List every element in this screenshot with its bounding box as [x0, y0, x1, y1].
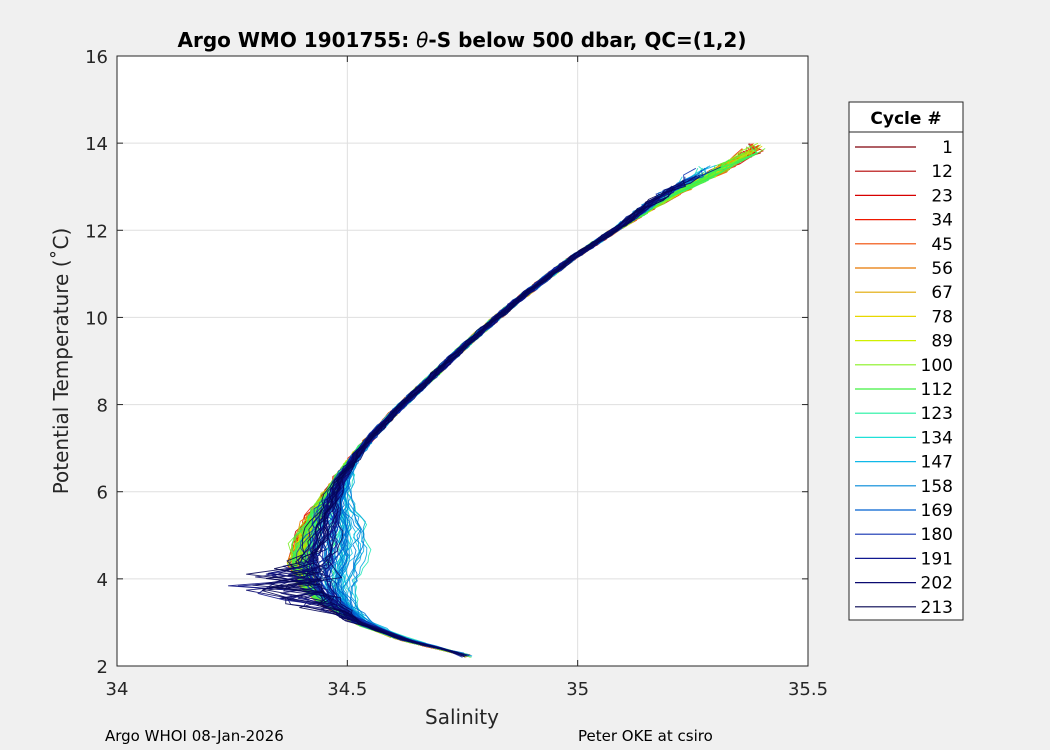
y-tick-label: 12: [85, 221, 108, 242]
legend-label: 89: [931, 332, 953, 352]
y-tick-label: 4: [97, 570, 108, 591]
legend-label: 158: [921, 477, 953, 497]
legend-label: 34: [931, 211, 953, 231]
legend-label: 213: [921, 598, 953, 618]
legend-label: 112: [921, 380, 953, 400]
legend-label: 147: [921, 453, 953, 473]
y-tick-label: 8: [97, 396, 108, 417]
x-axis-label: Salinity: [425, 705, 499, 729]
legend-label: 12: [931, 162, 953, 182]
footer-right-credit: Peter OKE at csiro: [578, 727, 713, 745]
legend-title: Cycle #: [870, 109, 941, 129]
chart-title: Argo WMO 1901755: θ-S below 500 dbar, QC…: [178, 28, 747, 52]
legend-label: 191: [921, 549, 953, 569]
legend-label: 1: [942, 138, 953, 158]
profile-line: [268, 207, 639, 637]
x-tick-label: 34.5: [327, 679, 367, 700]
legend-label: 202: [921, 574, 953, 594]
legend-label: 169: [921, 501, 953, 521]
legend-label: 180: [921, 525, 953, 545]
profile-line: [262, 181, 684, 658]
y-tick-label: 14: [85, 134, 108, 155]
grid: [117, 56, 808, 666]
profile-lines: [228, 142, 766, 658]
y-axis-label: Potential Temperature (˚C): [49, 228, 73, 495]
legend-label: 67: [931, 283, 953, 303]
legend-label: 134: [921, 428, 953, 448]
x-tick-label: 35.5: [788, 679, 828, 700]
legend-label: 56: [931, 259, 953, 279]
footer-left-credit: Argo WHOI 08-Jan-2026: [105, 727, 284, 745]
y-tick-label: 6: [97, 483, 108, 504]
x-tick-label: 34: [106, 679, 129, 700]
plot-area: [117, 56, 808, 666]
legend-label: 78: [931, 307, 953, 327]
legend-label: 123: [921, 404, 953, 424]
legend-label: 100: [921, 356, 953, 376]
axis-ticks: 34 34.5 35 35.5 2 4 6 8 10 12 14 16: [85, 47, 828, 700]
y-tick-label: 10: [85, 308, 108, 329]
plot-border: [116, 55, 809, 667]
profile-line: [261, 197, 659, 657]
legend-label: 45: [931, 235, 953, 255]
legend: Cycle # 11223344556677889100112123134147…: [848, 101, 964, 621]
y-tick-label: 2: [97, 657, 108, 678]
y-tick-label: 16: [85, 47, 108, 68]
x-tick-label: 35: [566, 679, 589, 700]
legend-label: 23: [931, 186, 953, 206]
